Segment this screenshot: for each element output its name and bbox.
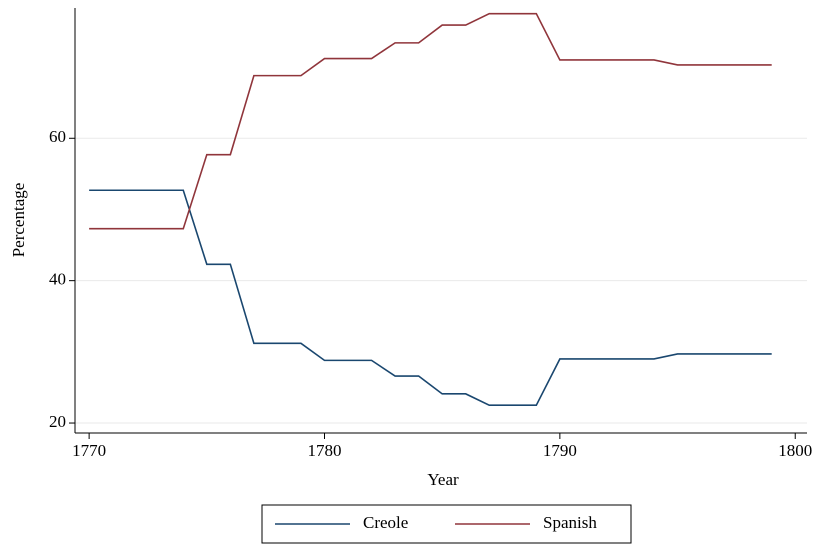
x-tick-label: 1780 [307, 441, 341, 460]
line-series [89, 189, 772, 407]
x-tick-label: 1800 [778, 441, 812, 460]
x-tick-label: 1770 [72, 441, 106, 460]
y-tick-label: 20 [49, 412, 66, 431]
y-tick-label: 40 [49, 270, 66, 289]
line-series [89, 12, 772, 230]
legend-label: Spanish [543, 513, 597, 532]
legend-label: Creole [363, 513, 408, 532]
y-axis-label: Percentage [9, 183, 28, 258]
x-axis-label: Year [427, 470, 459, 489]
y-tick-label: 60 [49, 127, 66, 146]
x-tick-label: 1790 [543, 441, 577, 460]
